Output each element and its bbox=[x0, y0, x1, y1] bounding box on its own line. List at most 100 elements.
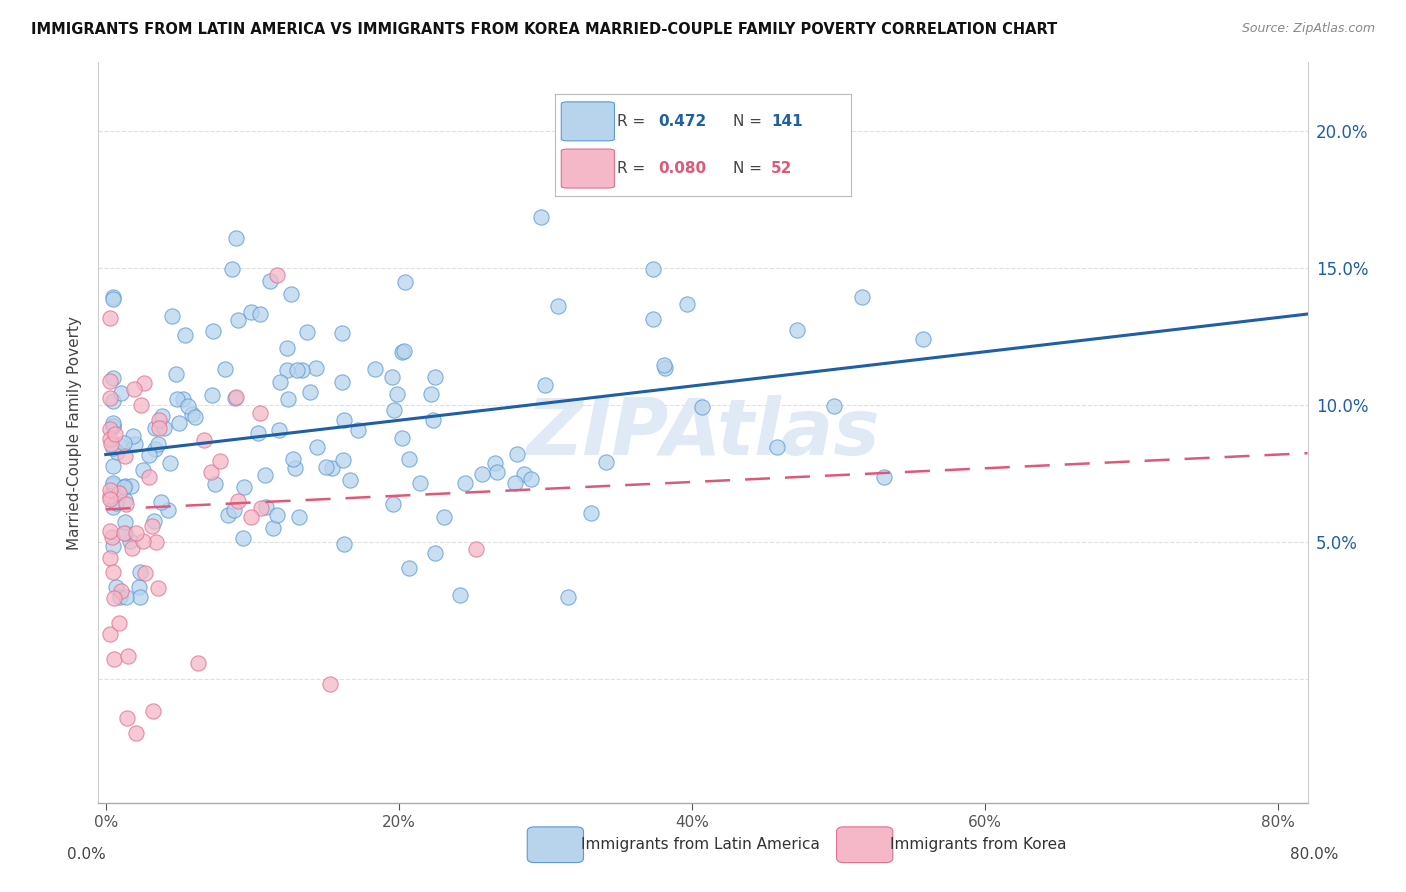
Point bbox=[105, 580, 128, 594]
Point bbox=[225, 390, 247, 404]
Point bbox=[115, 590, 138, 604]
Point bbox=[145, 534, 167, 549]
Point bbox=[262, 521, 284, 535]
Point bbox=[101, 370, 124, 384]
Point bbox=[141, 519, 163, 533]
Point bbox=[138, 448, 160, 462]
Point bbox=[333, 413, 356, 427]
Point bbox=[150, 494, 173, 508]
Point bbox=[299, 384, 322, 399]
Point bbox=[391, 344, 413, 359]
Point bbox=[315, 459, 337, 474]
Point bbox=[221, 262, 243, 277]
Point bbox=[101, 441, 124, 455]
Point bbox=[547, 299, 569, 313]
Point bbox=[449, 588, 471, 602]
Point bbox=[148, 437, 170, 451]
Point bbox=[520, 472, 543, 486]
Point bbox=[132, 533, 155, 548]
Point bbox=[503, 475, 526, 490]
Point bbox=[110, 583, 132, 598]
Point bbox=[156, 502, 179, 516]
Point bbox=[204, 476, 226, 491]
FancyBboxPatch shape bbox=[561, 102, 614, 141]
Point bbox=[259, 274, 281, 288]
Point bbox=[249, 500, 271, 515]
Point bbox=[100, 437, 122, 451]
Point bbox=[409, 475, 432, 490]
Text: 0.080: 0.080 bbox=[658, 161, 707, 176]
Text: R =: R = bbox=[617, 114, 651, 128]
Point bbox=[288, 510, 311, 524]
Point bbox=[239, 305, 262, 319]
Point bbox=[277, 392, 299, 407]
Text: 0.472: 0.472 bbox=[658, 114, 707, 128]
Point bbox=[101, 418, 124, 433]
Point bbox=[114, 450, 136, 464]
Point bbox=[247, 425, 270, 440]
Point bbox=[114, 479, 136, 493]
Text: Immigrants from Korea: Immigrants from Korea bbox=[890, 838, 1067, 852]
Point bbox=[98, 550, 121, 565]
Point bbox=[232, 531, 254, 545]
Point bbox=[98, 391, 121, 405]
Point bbox=[159, 456, 181, 470]
Text: 0.0%: 0.0% bbox=[67, 847, 107, 862]
Point bbox=[101, 416, 124, 430]
Point bbox=[143, 421, 166, 435]
Point bbox=[506, 447, 529, 461]
Point bbox=[98, 627, 121, 641]
Point bbox=[347, 423, 370, 437]
Point bbox=[112, 436, 135, 450]
Point bbox=[166, 367, 188, 381]
Point bbox=[333, 537, 356, 551]
Point bbox=[513, 467, 536, 481]
Point bbox=[291, 363, 314, 377]
Point bbox=[98, 422, 121, 436]
Point bbox=[172, 392, 194, 407]
Point bbox=[557, 590, 579, 604]
Text: N =: N = bbox=[733, 114, 766, 128]
Point bbox=[534, 377, 557, 392]
Point bbox=[142, 704, 165, 718]
Point bbox=[122, 429, 145, 443]
Point bbox=[385, 386, 408, 401]
Point bbox=[486, 465, 509, 479]
Point bbox=[676, 297, 699, 311]
Point bbox=[138, 470, 160, 484]
Point bbox=[851, 290, 873, 304]
Point bbox=[148, 421, 170, 435]
Point bbox=[103, 591, 125, 605]
Point bbox=[103, 539, 125, 553]
Point bbox=[98, 311, 121, 326]
Point bbox=[98, 491, 121, 506]
Text: N =: N = bbox=[733, 161, 766, 176]
Point bbox=[148, 413, 170, 427]
Point bbox=[98, 374, 121, 388]
Point bbox=[276, 363, 298, 377]
Point bbox=[193, 433, 215, 447]
Point bbox=[786, 323, 808, 337]
Point bbox=[114, 492, 136, 507]
Point bbox=[453, 476, 475, 491]
Point bbox=[394, 275, 416, 289]
Point bbox=[391, 431, 413, 445]
Point bbox=[253, 468, 276, 483]
Point bbox=[101, 565, 124, 579]
Point bbox=[187, 657, 209, 671]
Point bbox=[321, 461, 343, 475]
Point bbox=[118, 533, 141, 548]
Point bbox=[103, 293, 125, 307]
Point bbox=[266, 268, 288, 282]
Point bbox=[305, 360, 328, 375]
Point bbox=[112, 525, 135, 540]
Point bbox=[433, 510, 456, 524]
Point bbox=[339, 474, 361, 488]
Point bbox=[464, 542, 486, 557]
Point bbox=[107, 438, 129, 452]
Point bbox=[201, 324, 224, 338]
Point bbox=[104, 427, 127, 442]
Point bbox=[103, 652, 125, 666]
Point bbox=[423, 369, 446, 384]
Point bbox=[266, 508, 288, 522]
